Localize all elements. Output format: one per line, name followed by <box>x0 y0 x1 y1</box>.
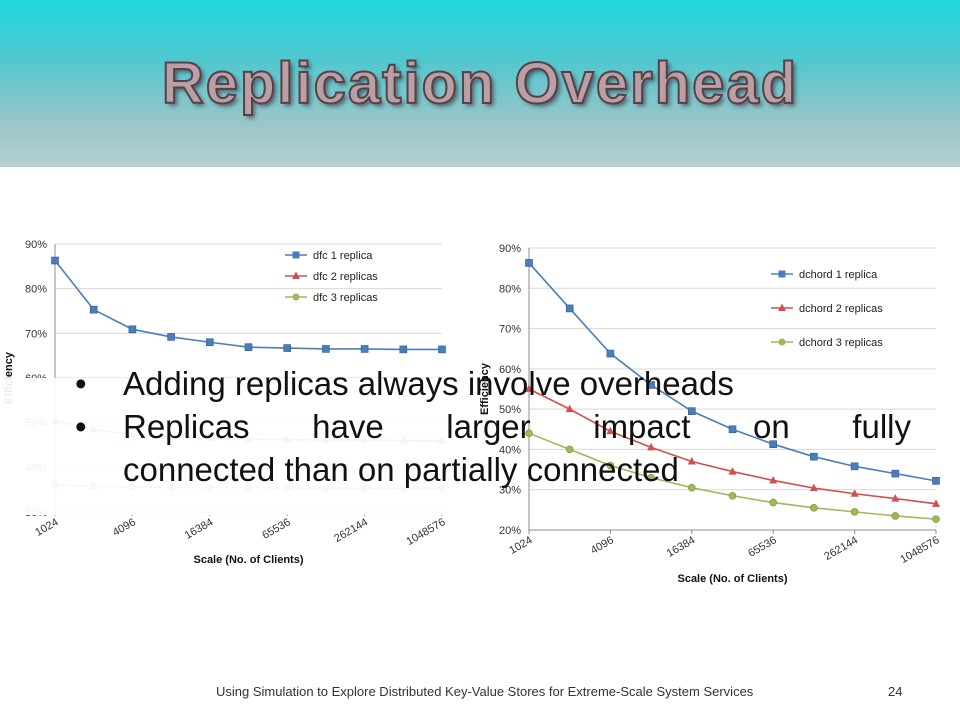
series-line <box>54 260 442 351</box>
legend-marker <box>778 303 786 311</box>
data-point <box>525 259 533 267</box>
y-tick-label: 90% <box>499 243 521 255</box>
legend-marker <box>292 293 300 301</box>
data-point <box>606 426 615 435</box>
data-point <box>51 256 59 265</box>
data-point <box>891 469 900 478</box>
data-point <box>399 345 408 354</box>
y-tick-label: 70% <box>25 328 47 340</box>
bullet-item: • Replicas have larger impact on fully <box>75 405 911 448</box>
x-axis-label: Scale (No. of Clients) <box>677 573 787 585</box>
data-point <box>891 494 900 502</box>
data-point <box>810 452 818 461</box>
x-tick-label: 4096 <box>111 516 138 539</box>
data-point <box>244 343 253 351</box>
data-point <box>728 467 737 475</box>
x-tick-label: 262144 <box>332 516 370 545</box>
bullet-item: • Adding replicas always involve overhea… <box>75 362 911 405</box>
y-tick-label: 50% <box>499 404 521 416</box>
bullet-text: Replicas have larger impact on fully <box>123 408 911 445</box>
x-tick-label: 1048576 <box>898 534 941 566</box>
data-point <box>688 407 696 415</box>
data-point <box>850 489 859 497</box>
data-point <box>850 462 859 471</box>
bullet-text: Adding replicas always involve overheads <box>123 365 734 402</box>
data-point <box>647 381 655 389</box>
data-point <box>769 440 778 448</box>
data-point <box>728 491 737 500</box>
page-number: 24 <box>888 684 903 699</box>
y-tick-label: 40% <box>499 444 521 456</box>
y-axis-label: Efficiency <box>479 362 491 415</box>
y-tick-label: 30% <box>499 485 521 497</box>
data-point <box>167 333 175 341</box>
y-tick-label: 90% <box>25 239 47 251</box>
x-tick-label: 16384 <box>665 534 697 560</box>
footer-text: Using Simulation to Explore Distributed … <box>216 684 754 699</box>
bullet-text: connected than on partially connected <box>123 451 679 488</box>
data-point <box>769 475 778 484</box>
data-point <box>850 508 859 516</box>
x-tick-label: 16384 <box>183 516 215 542</box>
bullet-list: • Adding replicas always involve overhea… <box>75 362 911 491</box>
data-point <box>810 504 818 512</box>
data-point <box>728 425 737 434</box>
data-point <box>647 442 656 451</box>
legend-marker <box>292 271 300 279</box>
x-tick-label: 1048576 <box>404 516 447 548</box>
legend-marker <box>292 251 300 259</box>
data-point <box>688 483 696 492</box>
data-point <box>438 345 446 354</box>
x-tick-label: 1024 <box>507 534 534 557</box>
data-point <box>891 512 900 520</box>
data-point <box>565 304 574 313</box>
legend-marker <box>778 338 786 346</box>
data-point <box>525 384 533 392</box>
y-tick-label: 70% <box>499 324 521 336</box>
data-point <box>283 344 292 352</box>
y-tick-label: 20% <box>499 525 521 537</box>
data-point <box>525 429 533 438</box>
data-point <box>322 345 330 353</box>
legend-label: dchord 3 replicas <box>799 337 883 349</box>
data-point <box>565 404 574 413</box>
x-tick-label: 4096 <box>589 534 616 557</box>
x-tick-label: 65536 <box>746 534 778 560</box>
legend-label: dchord 1 replica <box>799 269 878 281</box>
legend-label: dchord 2 replicas <box>799 303 883 315</box>
y-tick-label: 80% <box>499 283 521 295</box>
x-axis-label: Scale (No. of Clients) <box>193 554 303 566</box>
data-point <box>206 338 214 347</box>
data-point <box>606 349 615 358</box>
y-tick-label: 60% <box>499 364 521 376</box>
data-point <box>809 483 818 492</box>
data-point <box>89 305 98 314</box>
legend-label: dfc 2 replicas <box>313 271 378 283</box>
x-tick-label: 1024 <box>33 516 60 539</box>
data-point <box>606 461 615 470</box>
legend-label: dfc 1 replica <box>313 250 373 262</box>
legend-label: dfc 3 replicas <box>313 292 378 304</box>
data-point <box>360 345 369 353</box>
data-point <box>647 473 655 482</box>
title-banner <box>0 0 960 167</box>
data-point <box>932 499 940 507</box>
slide-title: Replication Overhead <box>161 50 799 117</box>
data-point <box>769 498 778 507</box>
chart-dchord-replication: 20% 30% 40% 50% 60% 70% 80% 90% 1024 4096 16384 655… <box>0 243 942 585</box>
data-point <box>687 457 696 465</box>
bullet-dot: • <box>75 408 87 445</box>
x-tick-label: 65536 <box>260 516 292 542</box>
data-point <box>932 515 940 523</box>
data-point <box>932 477 940 485</box>
bullet-dot: • <box>75 365 87 402</box>
data-point <box>128 325 137 334</box>
legend-marker <box>778 270 786 278</box>
y-tick-label: 80% <box>25 284 47 296</box>
data-point <box>565 445 574 454</box>
x-tick-label: 262144 <box>822 534 860 563</box>
bullet-item-continuation: connected than on partially connected <box>75 448 911 491</box>
text-overlay-veil <box>0 378 480 515</box>
